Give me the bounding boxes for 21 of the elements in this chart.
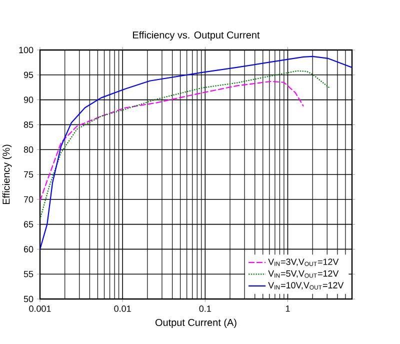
y-tick-label: 95 — [24, 72, 34, 78]
legend-label: V$_{IN}$=3V,V$_{OUT}$=12V — [268, 258, 339, 266]
y-tick-label: 90 — [24, 96, 34, 103]
y-tick-label: 85 — [24, 122, 34, 128]
y-tick-label: 100 — [19, 46, 34, 54]
y-tick-label: 55 — [24, 270, 34, 278]
x-tick-label: 0.001 — [29, 306, 51, 312]
y-tick-label: 80 — [24, 146, 34, 153]
y-tick-label: 70 — [24, 196, 34, 203]
legend-label: V$_{IN}$=5V,V$_{OUT}$=12V — [268, 270, 339, 278]
y-tick-label: 50 — [24, 296, 34, 302]
x-axis-title: Output Current (A) — [155, 318, 236, 328]
y-axis-title: Efficiency (%) — [2, 144, 12, 204]
x-tick-label: 1 — [286, 306, 290, 312]
x-tick-label: 0.1 — [199, 306, 211, 312]
y-tick-label: 60 — [24, 246, 34, 252]
chart-title: Efficiency vs. Output Current — [133, 31, 260, 40]
x-tick-label: 0.01 — [114, 306, 131, 312]
y-tick-label: 65 — [24, 221, 34, 228]
y-tick-label: 75 — [24, 171, 34, 178]
legend-label: V$_{IN}$=10V,V$_{OUT}$=12V — [268, 282, 344, 290]
